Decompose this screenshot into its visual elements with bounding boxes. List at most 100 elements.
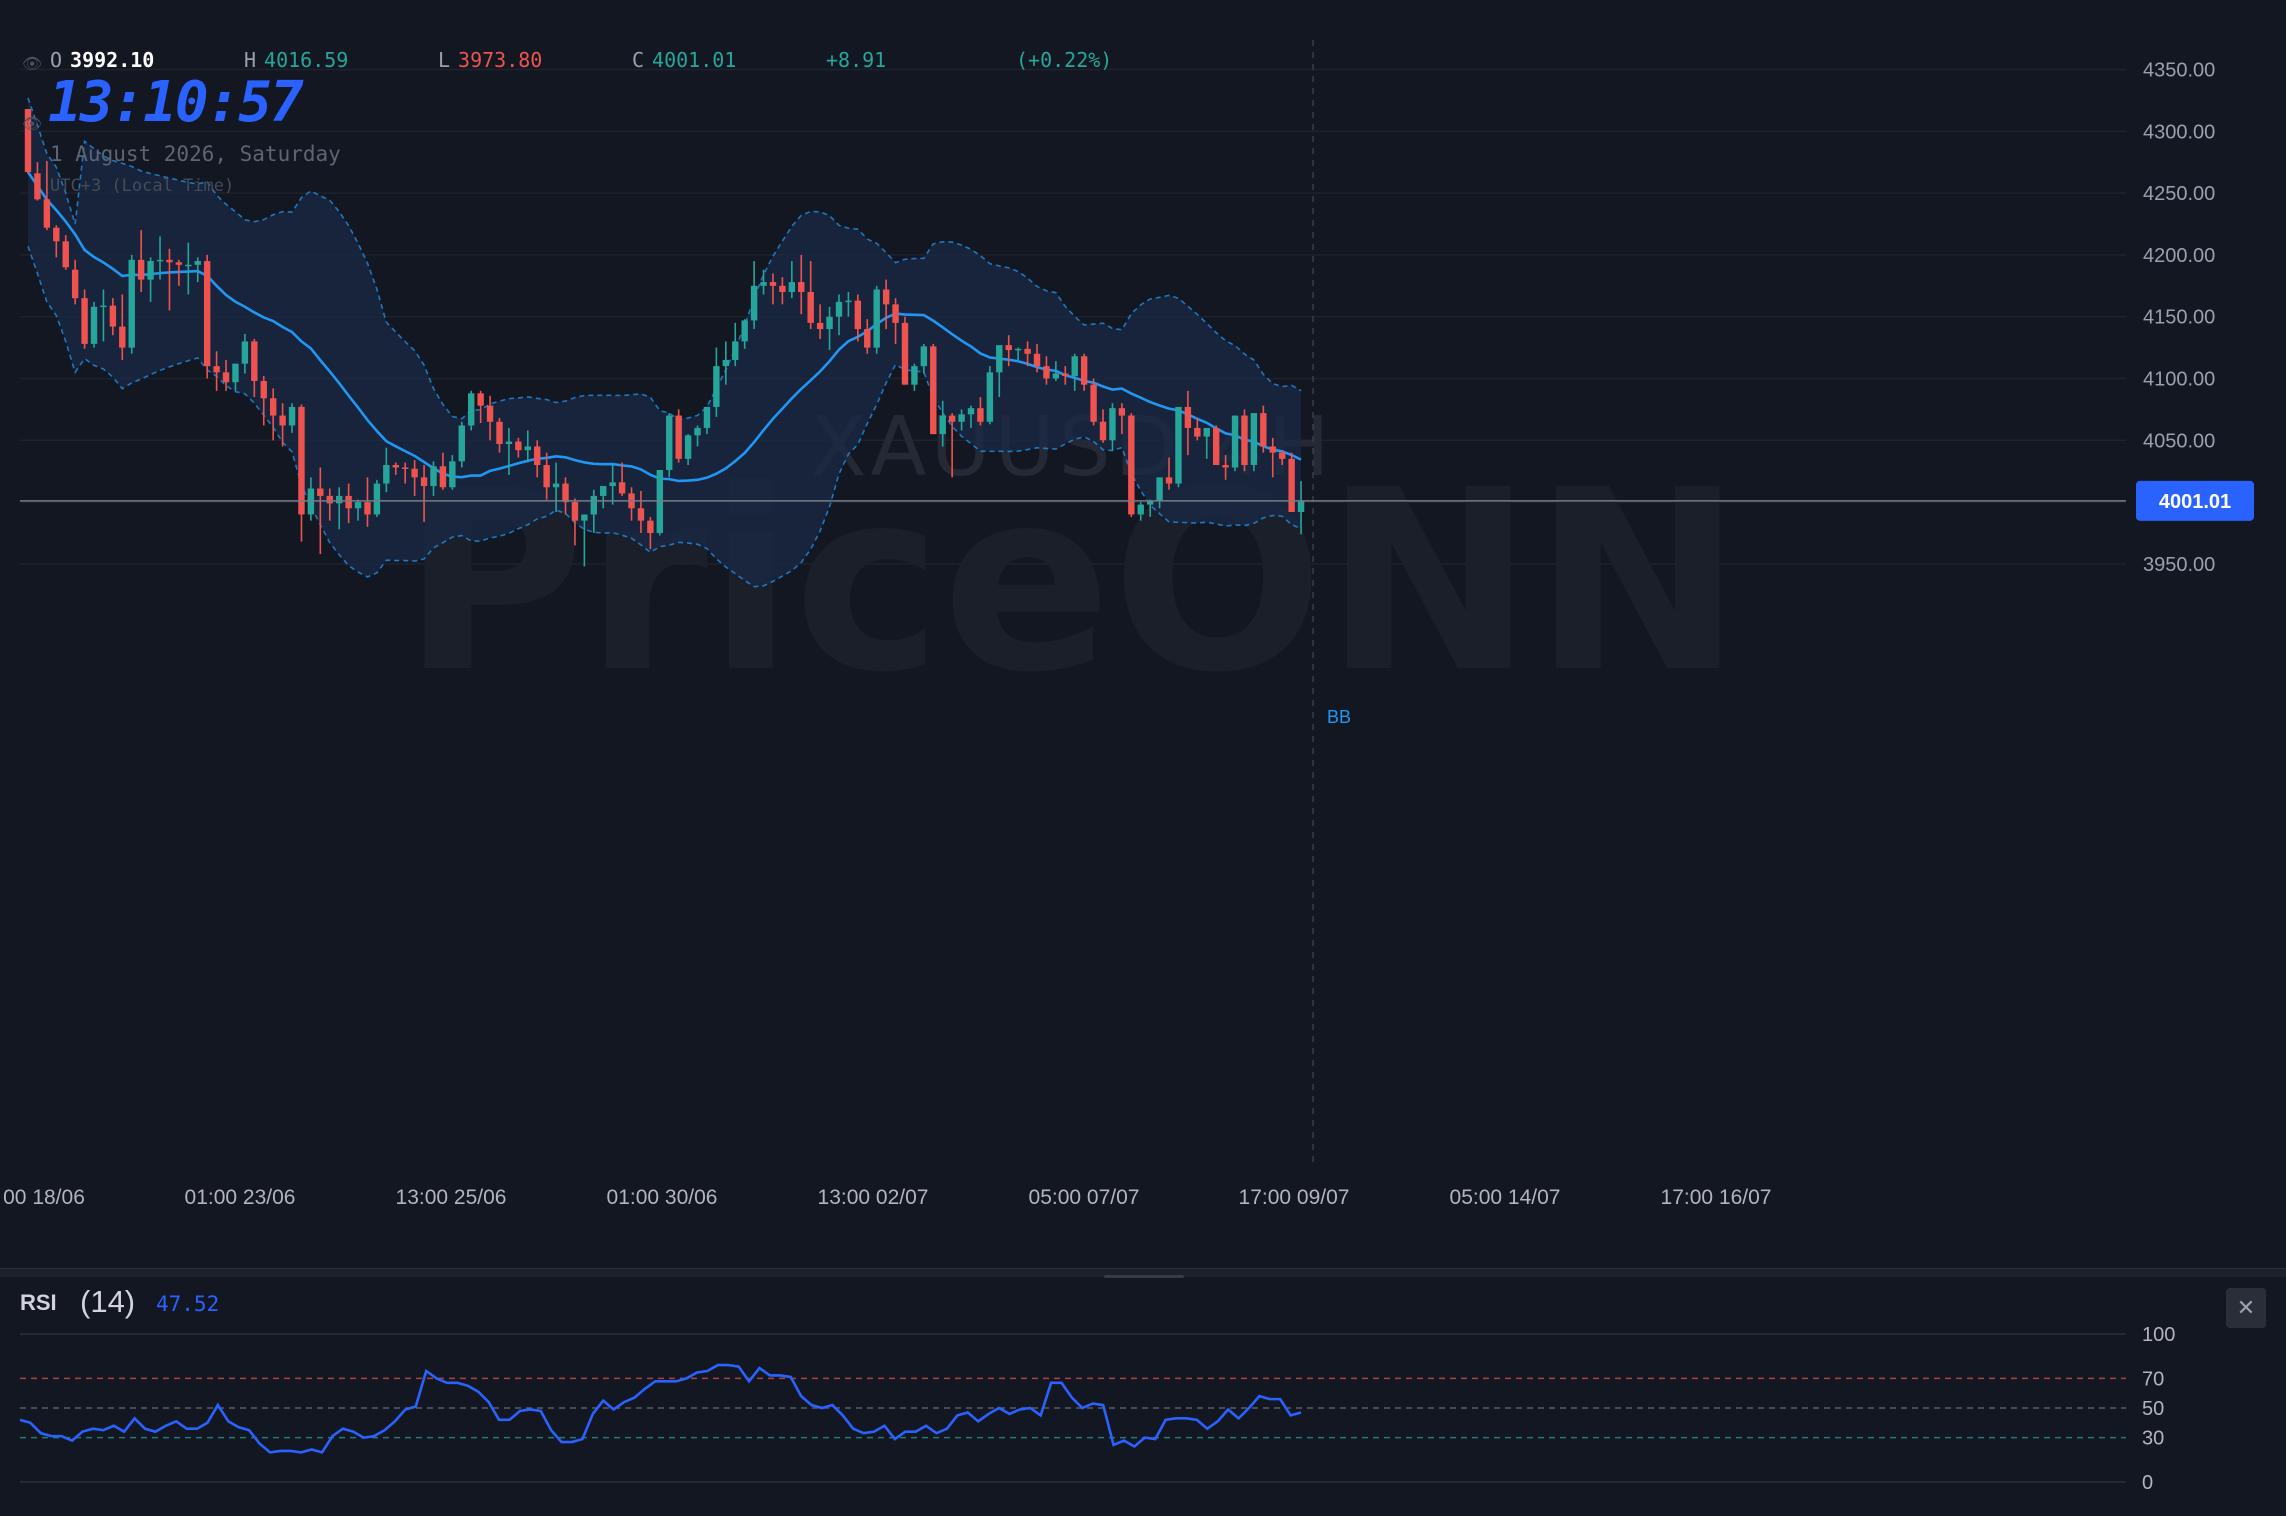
candle — [458, 421, 465, 468]
candle — [826, 306, 833, 351]
candle-body — [364, 502, 371, 515]
x-axis-tick-label: 13:00 25/06 — [396, 1186, 507, 1209]
candle-body — [458, 425, 465, 462]
candle — [1024, 341, 1031, 367]
candle — [449, 455, 456, 490]
candle-body — [251, 341, 258, 381]
candle — [269, 388, 277, 441]
candle-body — [750, 285, 758, 321]
candle-body — [524, 446, 531, 451]
candle-body — [1156, 477, 1163, 501]
candle — [354, 499, 362, 521]
candle-body — [835, 301, 843, 317]
candle-body — [986, 372, 994, 422]
candle — [1241, 409, 1248, 472]
candle — [1071, 353, 1078, 391]
x-axis-tick-label: 01:00 23/06 — [185, 1186, 296, 1209]
candle — [1128, 413, 1135, 517]
candle — [930, 343, 937, 435]
candle-body — [760, 282, 767, 286]
candle-body — [71, 269, 79, 299]
rsi-chart[interactable]: 100 70 50 30 0 — [0, 1272, 2286, 1516]
rsi-tick-label: 50 — [2142, 1398, 2164, 1420]
candle-body — [53, 227, 60, 242]
candle-body — [260, 380, 267, 399]
candle — [939, 400, 946, 447]
candle — [232, 363, 239, 391]
bollinger-upper-line — [27, 97, 1302, 421]
candle — [524, 430, 531, 463]
candle-body — [816, 322, 824, 330]
pane-resize-handle[interactable] — [1104, 1275, 1184, 1278]
candle — [769, 273, 777, 305]
candle — [1062, 366, 1069, 385]
candle-body — [854, 300, 862, 330]
candle-body — [486, 405, 494, 422]
candle — [137, 230, 145, 292]
x-axis-tick-label: 13:00 02/07 — [818, 1186, 929, 1209]
candle — [119, 294, 126, 360]
y-axis-tick-label: 4350.00 — [2143, 60, 2215, 82]
candle-body — [741, 320, 748, 342]
candle-body — [175, 262, 183, 265]
candle-body — [1260, 413, 1267, 447]
candle-body — [930, 346, 937, 435]
candle — [147, 257, 154, 302]
candle-body — [1297, 500, 1305, 512]
candle — [505, 427, 513, 475]
candle-body — [477, 393, 484, 406]
candle-body — [920, 346, 928, 367]
candle-body — [958, 414, 965, 422]
pane-divider[interactable] — [0, 1268, 2286, 1277]
eye-icon[interactable]: 👁 — [22, 116, 43, 133]
candle-body — [232, 363, 239, 383]
candle-body — [185, 264, 192, 267]
candle-body — [882, 289, 890, 305]
candle — [656, 469, 664, 536]
eye-icon[interactable]: 👁 — [22, 56, 43, 73]
candle-body — [1090, 384, 1097, 422]
candle — [392, 462, 399, 475]
candle-body — [439, 466, 447, 488]
candle-body — [269, 398, 277, 416]
ohlc-open: O 3992.10 — [50, 48, 155, 72]
candle — [1203, 427, 1210, 459]
candle — [34, 162, 41, 201]
candle-body — [552, 483, 560, 488]
candle — [175, 259, 183, 286]
candle — [798, 254, 805, 315]
candle — [1014, 347, 1022, 360]
candle-body — [1043, 366, 1050, 379]
candle-body — [1175, 406, 1182, 484]
candle-body — [335, 495, 343, 504]
candle-body — [637, 508, 645, 521]
candle-body — [911, 366, 918, 385]
candle — [590, 489, 597, 533]
candle — [920, 343, 928, 374]
clock-date: 1 August 2026, Saturday — [50, 142, 341, 166]
clock-time: 13:10:57 — [48, 70, 304, 135]
candle — [1043, 356, 1050, 385]
candle — [713, 347, 720, 417]
candle-body — [684, 435, 692, 459]
candle — [543, 452, 550, 500]
candle-body — [1203, 427, 1210, 437]
ohlc-low: L 3973.80 — [438, 48, 543, 72]
candle-body — [81, 298, 88, 344]
candle-body — [1118, 408, 1126, 416]
candle — [364, 477, 371, 527]
candle — [637, 490, 645, 533]
price-chart[interactable]: XAUUSD 4HPriceONNBB4001.014350.004300.00… — [0, 0, 2286, 1268]
candle-body — [1080, 356, 1088, 385]
x-axis-tick-label: 05:00 07/07 — [1029, 1186, 1140, 1209]
candle — [496, 418, 503, 453]
candle — [128, 254, 135, 354]
rsi-title: RSI — [20, 1290, 57, 1315]
candle — [835, 294, 843, 336]
candle-body — [1024, 348, 1031, 354]
candle — [317, 467, 324, 555]
close-icon[interactable]: ✕ — [2226, 1288, 2266, 1328]
x-axis-tick-label: 17:00 16/07 — [1661, 1186, 1772, 1209]
candle — [722, 341, 730, 385]
candle-body — [562, 483, 569, 503]
